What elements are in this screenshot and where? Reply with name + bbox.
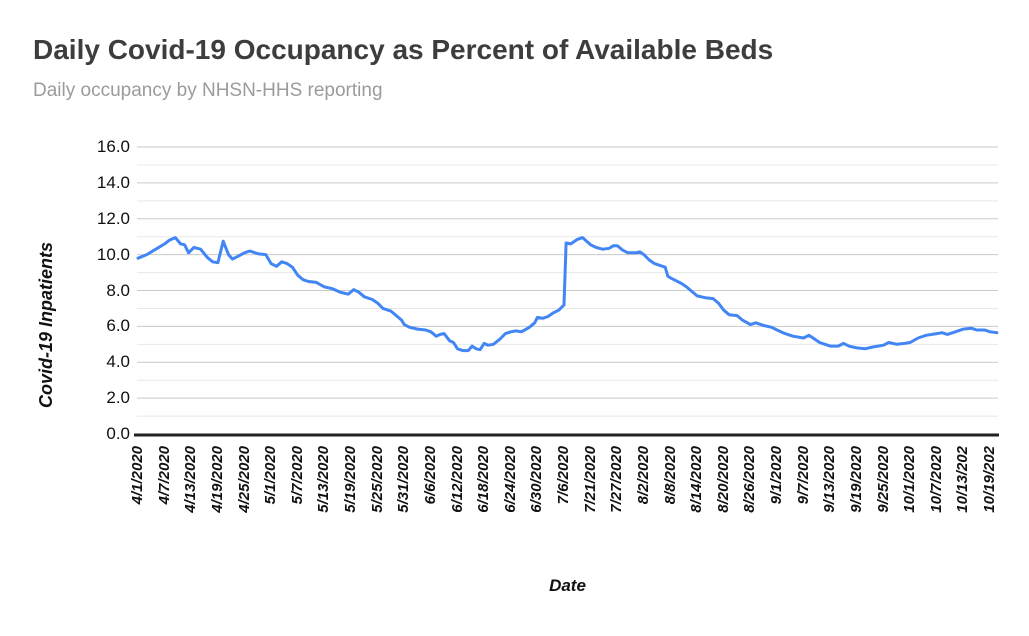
x-tick-label-text: 5/7/2020 <box>288 446 306 505</box>
x-tick-label-text: 6/6/2020 <box>421 446 439 505</box>
x-tick-label-text: 7/21/2020 <box>581 446 599 513</box>
x-tick-label-text: 6/30/2020 <box>528 446 546 513</box>
x-tick-label-text: 4/13/2020 <box>182 446 200 513</box>
x-tick-label-text: 8/26/2020 <box>741 446 759 513</box>
series-line <box>136 236 999 353</box>
x-tick-label-text: 5/31/2020 <box>395 446 413 513</box>
x-tick-label-text: 8/8/2020 <box>661 446 679 505</box>
x-tick-label-text: 9/25/2020 <box>874 446 892 513</box>
x-tick-label-text: 9/19/2020 <box>847 446 865 513</box>
x-tick-label-text: 9/13/2020 <box>821 446 839 513</box>
gridlines <box>137 146 998 417</box>
x-tick-label-text: 6/24/2020 <box>501 446 519 513</box>
y-tick-label: 0.0 <box>106 424 130 443</box>
x-tick-label-text: 10/13/202 <box>954 446 972 513</box>
x-tick-label-text: 8/14/2020 <box>688 446 706 513</box>
y-axis-title-text: Covid-19 Inpatients <box>36 242 56 409</box>
x-tick-label-text: 5/25/2020 <box>368 446 386 513</box>
x-tick-label-text: 6/12/2020 <box>448 446 466 513</box>
y-tick-label: 8.0 <box>106 280 130 300</box>
x-tick-label-text: 5/1/2020 <box>262 446 280 505</box>
x-tick-label-text: 4/19/2020 <box>208 446 226 513</box>
x-tick-label-text: 8/2/2020 <box>634 446 652 505</box>
x-tick-label-text: 7/6/2020 <box>555 446 572 505</box>
x-tick-label-text: 9/7/2020 <box>794 446 812 505</box>
x-tick-label-text: 10/19/202 <box>981 446 998 513</box>
y-tick-label: 12.0 <box>96 208 130 228</box>
x-tick-label-text: 8/20/2020 <box>714 446 732 513</box>
x-tick-label-text: 5/13/2020 <box>315 446 333 513</box>
y-tick-label: 16.0 <box>96 137 130 156</box>
x-tick-label-text: 7/27/2020 <box>608 446 626 513</box>
x-axis-title: Date <box>549 576 586 595</box>
chart-title: Daily Covid-19 Occupancy as Percent of A… <box>33 34 774 65</box>
y-tick-label: 2.0 <box>106 388 130 408</box>
x-tick-label-text: 5/19/2020 <box>342 446 359 513</box>
x-tick-label-text: 10/7/2020 <box>927 446 945 513</box>
chart-subtitle: Daily occupancy by NHSN-HHS reporting <box>33 80 383 101</box>
y-tick-label: 6.0 <box>106 316 130 336</box>
x-tick-label-text: 10/1/2020 <box>901 446 919 513</box>
y-tick-label: 14.0 <box>96 172 130 192</box>
y-tick-label: 4.0 <box>106 352 130 372</box>
x-tick-label-text: 4/1/2020 <box>129 446 146 505</box>
x-tick-label-text: 9/1/2020 <box>768 446 785 505</box>
x-tick-label-text: 6/18/2020 <box>475 446 493 513</box>
x-tick-label-text: 4/7/2020 <box>155 446 173 505</box>
x-tick-label-text: 4/25/2020 <box>235 446 253 513</box>
y-tick-label: 10.0 <box>96 244 130 264</box>
